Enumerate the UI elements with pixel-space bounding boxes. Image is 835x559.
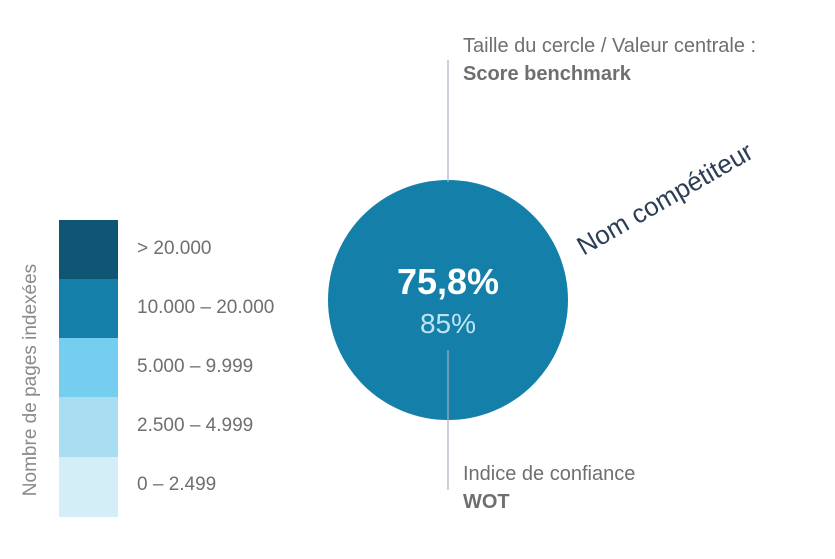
legend-label-10000-20000: 10.000 – 20.000: [137, 297, 275, 318]
legend-label-5000-9999: 5.000 – 9.999: [137, 356, 254, 377]
legend-swatch-5000-9999: [59, 338, 118, 397]
legend-label-0-2499: 0 – 2.499: [137, 474, 217, 495]
top-annotation: Taille du cercle / Valeur centrale : Sco…: [463, 32, 756, 88]
legend-label-2500-4999: 2.500 – 4.999: [137, 415, 254, 436]
legend-swatch-10000-20000: [59, 279, 118, 338]
top-annotation-line1: Taille du cercle / Valeur centrale :: [463, 35, 757, 57]
legend-label-gt-20000: > 20.000: [137, 238, 212, 259]
trust-index-value: 85%: [419, 308, 477, 339]
bottom-annotation: Indice de confiance WOT: [463, 460, 635, 516]
legend-swatch-0-2499: [59, 457, 118, 517]
legend-swatch-2500-4999: [59, 397, 118, 457]
benchmark-score-value: 75,8%: [396, 261, 500, 302]
top-annotation-line2: Score benchmark: [463, 63, 631, 85]
bottom-annotation-line2: WOT: [463, 491, 510, 513]
competitor-circle: [328, 180, 568, 420]
legend-swatch-gt-20000: [59, 220, 118, 279]
bottom-annotation-line1: Indice de confiance: [463, 463, 636, 485]
